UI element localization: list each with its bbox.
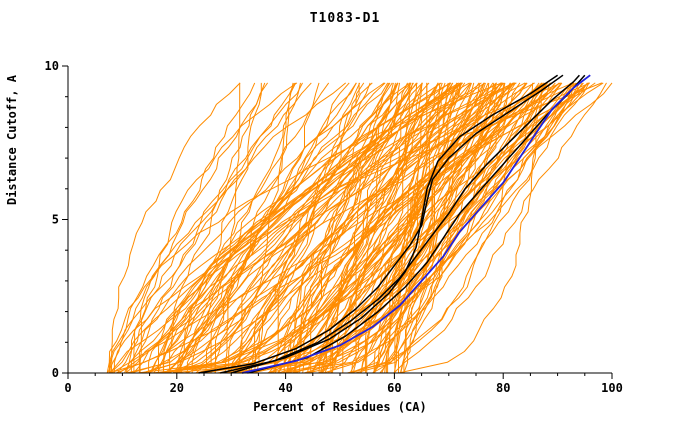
prediction-curve bbox=[330, 82, 443, 373]
x-tick-label: 40 bbox=[278, 381, 292, 395]
prediction-curve bbox=[109, 82, 418, 374]
prediction-curve bbox=[385, 82, 511, 373]
y-tick-label: 10 bbox=[45, 59, 59, 73]
prediction-curve bbox=[393, 82, 607, 374]
prediction-curve bbox=[387, 82, 480, 373]
x-tick-label: 80 bbox=[496, 381, 510, 395]
prediction-curve bbox=[278, 82, 547, 374]
prediction-curve bbox=[287, 82, 417, 374]
prediction-curve bbox=[290, 82, 414, 373]
prediction-curve bbox=[107, 82, 312, 374]
prediction-curve bbox=[243, 82, 490, 374]
chart-title: T1083-D1 bbox=[310, 11, 381, 26]
prediction-curve bbox=[350, 82, 575, 374]
prediction-curve bbox=[321, 82, 471, 374]
prediction-curve bbox=[153, 82, 386, 374]
prediction-curve bbox=[360, 82, 534, 374]
prediction-curve bbox=[268, 82, 494, 374]
prediction-curve bbox=[398, 82, 563, 373]
top-model-black-1 bbox=[198, 74, 564, 374]
x-tick-label: 60 bbox=[387, 381, 401, 395]
prediction-curve bbox=[294, 82, 458, 373]
prediction-curve bbox=[267, 82, 423, 374]
prediction-curve bbox=[274, 82, 391, 373]
prediction-curve bbox=[400, 82, 521, 374]
y-tick-label: 5 bbox=[52, 213, 59, 227]
tick-labels-layer: 0 20 40 60 80 100 0 5 10 bbox=[45, 59, 623, 395]
prediction-curve bbox=[139, 82, 298, 373]
prediction-curve bbox=[231, 82, 548, 374]
prediction-curve bbox=[186, 82, 574, 373]
prediction-curve bbox=[245, 82, 399, 374]
prediction-curve bbox=[106, 82, 503, 374]
prediction-curve bbox=[256, 82, 390, 374]
prediction-curve bbox=[133, 82, 347, 373]
prediction-curve bbox=[246, 82, 401, 374]
curves-layer bbox=[106, 74, 613, 374]
prediction-curve bbox=[174, 82, 294, 374]
prediction-curve bbox=[195, 82, 454, 374]
prediction-curve bbox=[116, 82, 295, 374]
prediction-curve bbox=[403, 82, 516, 374]
x-axis-label: Percent of Residues (CA) bbox=[253, 400, 426, 414]
prediction-curve bbox=[349, 82, 506, 374]
prediction-curve bbox=[162, 82, 269, 373]
prediction-curve bbox=[126, 82, 241, 374]
top-model-black-2 bbox=[220, 74, 580, 374]
top-model-black-3 bbox=[247, 74, 586, 374]
prediction-curve bbox=[158, 82, 460, 374]
x-tick-label: 100 bbox=[601, 381, 623, 395]
prediction-curve bbox=[239, 82, 580, 373]
prediction-curve bbox=[109, 82, 256, 373]
prediction-curve bbox=[164, 82, 505, 374]
prediction-curve bbox=[115, 82, 556, 374]
prediction-curve bbox=[159, 82, 398, 374]
prediction-curve bbox=[230, 82, 596, 374]
prediction-curve bbox=[215, 82, 373, 373]
prediction-curve bbox=[322, 82, 439, 373]
prediction-curve bbox=[109, 82, 412, 374]
prediction-curve bbox=[347, 82, 545, 374]
prediction-curve bbox=[320, 82, 613, 374]
prediction-curve bbox=[109, 82, 266, 374]
prediction-curve bbox=[202, 82, 423, 374]
y-axis-label: Distance Cutoff, A bbox=[5, 74, 19, 205]
prediction-curve bbox=[277, 82, 412, 374]
prediction-curve bbox=[381, 82, 462, 374]
x-tick-label: 20 bbox=[170, 381, 184, 395]
reference-model-blue bbox=[241, 74, 591, 374]
axes-layer bbox=[62, 65, 613, 379]
prediction-curve bbox=[151, 82, 463, 374]
prediction-curve bbox=[166, 82, 350, 374]
prediction-curve bbox=[398, 82, 545, 374]
x-tick-label: 0 bbox=[64, 381, 71, 395]
prediction-curve bbox=[318, 82, 562, 374]
prediction-curve bbox=[118, 82, 486, 374]
prediction-curve bbox=[125, 82, 303, 374]
prediction-curve bbox=[303, 82, 551, 374]
prediction-curve bbox=[195, 82, 583, 374]
prediction-curve bbox=[179, 82, 330, 374]
prediction-curve bbox=[205, 82, 297, 374]
prediction-curve bbox=[110, 82, 241, 374]
prediction-curve bbox=[267, 82, 503, 374]
y-tick-label: 0 bbox=[52, 366, 59, 380]
prediction-curve bbox=[109, 82, 411, 374]
prediction-curve bbox=[138, 82, 385, 373]
top-model-black-4 bbox=[230, 74, 559, 374]
prediction-curve bbox=[284, 82, 540, 374]
prediction-curve bbox=[149, 82, 517, 374]
prediction-curve bbox=[152, 82, 461, 374]
